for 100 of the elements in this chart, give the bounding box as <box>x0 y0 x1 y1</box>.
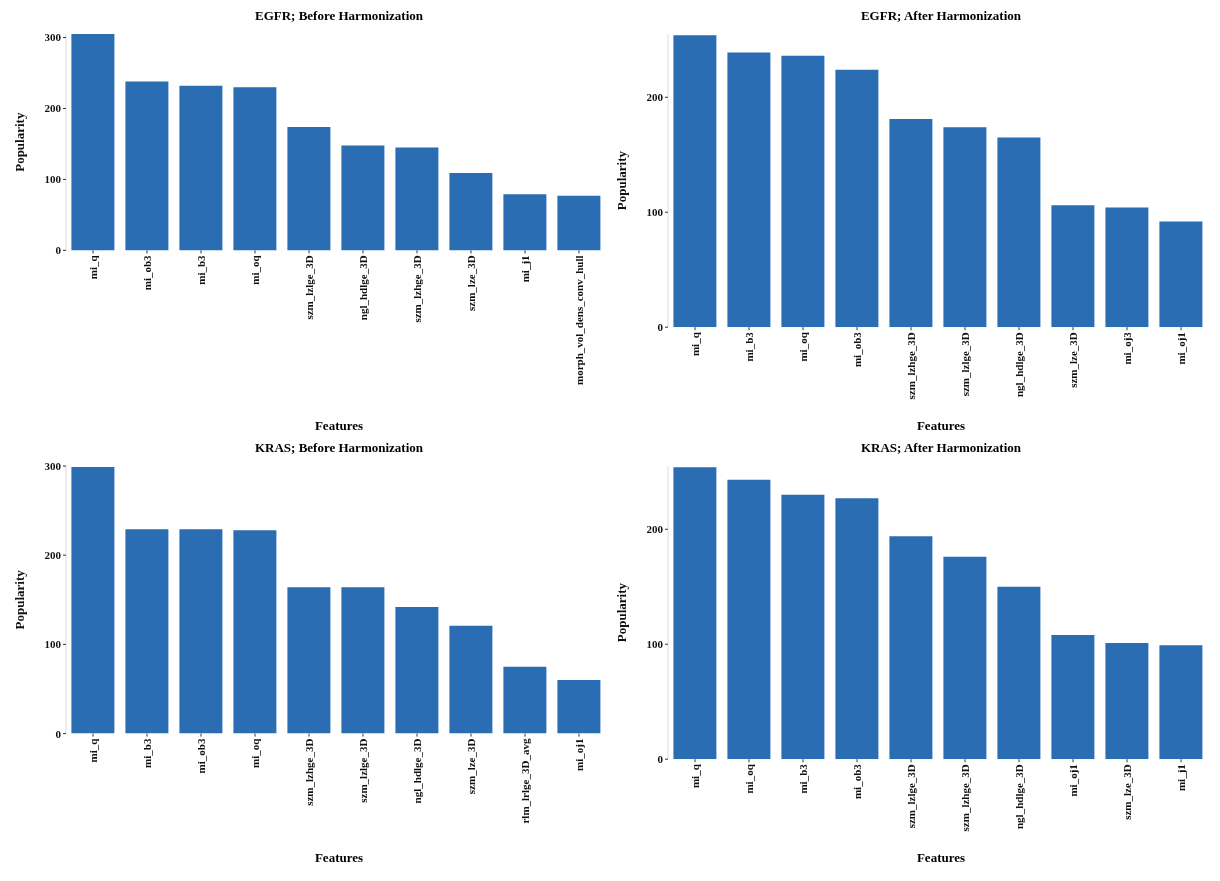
bar <box>233 530 277 734</box>
x-tick-label: mi_b3 <box>140 738 153 768</box>
bar <box>781 55 825 328</box>
x-tick-label: mi_oj1 <box>572 738 585 771</box>
bar <box>287 126 331 251</box>
bar <box>1159 645 1203 760</box>
x-tick-label: mi_ob3 <box>194 738 207 774</box>
bar <box>395 606 439 734</box>
bar <box>125 81 169 251</box>
bar <box>997 586 1041 760</box>
x-tick-label: ngl_hdlge_3D <box>410 738 423 804</box>
bar <box>727 479 771 760</box>
y-tick-label: 100 <box>44 173 62 186</box>
chart-title: EGFR; Before Harmonization <box>254 8 424 25</box>
x-tick-label: morph_vol_dens_conv_hull <box>572 255 585 385</box>
x-tick-label: mi_q <box>688 763 701 789</box>
bar <box>1105 207 1149 328</box>
chart-title: KRAS; Before Harmonization <box>254 440 424 457</box>
bar <box>449 173 493 251</box>
y-tick-label: 200 <box>44 549 62 562</box>
bar <box>673 35 717 328</box>
y-tick-label: 200 <box>646 523 664 536</box>
bar <box>835 498 879 760</box>
x-tick-label: szm_lzhge_3D <box>410 255 423 323</box>
x-tick-label: ngl_hdlge_3D <box>1012 764 1025 829</box>
y-tick-label: 0 <box>55 244 62 257</box>
bar <box>835 69 879 328</box>
x-tick-label: mi_oj1 <box>1174 332 1187 365</box>
x-tick-label: mi_q <box>86 254 99 280</box>
x-tick-label: szm_lze_3D <box>464 255 477 311</box>
bar <box>889 119 933 328</box>
bar <box>125 529 169 734</box>
x-tick-label: mi_b3 <box>796 763 809 794</box>
y-tick-label: 100 <box>44 638 62 651</box>
x-tick-label: mi_oq <box>248 737 261 768</box>
bar <box>943 127 987 328</box>
x-tick-label: mi_b3 <box>742 331 755 362</box>
x-tick-label: mi_oj1 <box>1066 764 1079 797</box>
x-tick-label: mi_ob3 <box>140 254 153 291</box>
x-tick-label: szm_lzlge_3D <box>958 332 971 397</box>
y-axis-title: Popularity <box>11 112 27 172</box>
x-tick-label: szm_lzlge_3D <box>356 738 369 803</box>
bar <box>943 556 987 760</box>
x-axis-title: Features <box>915 850 967 866</box>
bar <box>341 145 385 251</box>
bar <box>1051 635 1095 760</box>
x-tick-label: mi_oq <box>742 763 755 794</box>
x-tick-label: mi_j1 <box>1174 764 1187 792</box>
bar <box>233 87 277 251</box>
x-tick-label: szm_lzlge_3D <box>302 255 315 320</box>
x-tick-label: szm_lzlge_3D <box>904 764 917 829</box>
y-tick-label: 0 <box>657 753 664 766</box>
bar <box>557 195 601 251</box>
y-tick-label: 300 <box>44 31 62 44</box>
x-tick-label: ngl_hdlge_3D <box>1012 332 1025 397</box>
chart-title: EGFR; After Harmonization <box>859 8 1023 25</box>
y-axis-title: Popularity <box>613 582 629 643</box>
x-tick-label: ngl_hdlge_3D <box>356 255 369 321</box>
x-tick-label: mi_q <box>86 737 99 763</box>
bar <box>71 466 115 734</box>
y-tick-label: 300 <box>44 459 62 472</box>
x-tick-label: szm_lze_3D <box>1066 332 1079 388</box>
bar <box>503 194 547 251</box>
bar <box>727 52 771 328</box>
y-tick-label: 100 <box>646 206 664 219</box>
bar <box>889 536 933 760</box>
chart-title: KRAS; After Harmonization <box>859 440 1023 457</box>
bar <box>997 137 1041 328</box>
bar <box>503 666 547 734</box>
bar <box>1159 221 1203 328</box>
x-tick-label: mi_oq <box>248 254 261 285</box>
x-tick-label: mi_oj3 <box>1120 331 1133 365</box>
y-tick-label: 200 <box>44 102 62 115</box>
bar <box>179 529 223 734</box>
y-axis-title: Popularity <box>613 150 629 211</box>
bar <box>781 494 825 760</box>
y-tick-label: 200 <box>646 91 664 104</box>
bar <box>557 680 601 734</box>
x-tick-label: rlm_lrlge_3D_avg <box>518 738 531 824</box>
x-tick-label: szm_lzhge_3D <box>904 332 917 400</box>
bar <box>395 147 439 251</box>
bar <box>449 625 493 734</box>
x-tick-label: mi_ob3 <box>850 763 863 800</box>
x-tick-label: szm_lze_3D <box>464 738 477 795</box>
x-axis-title: Features <box>313 850 365 866</box>
bar <box>287 587 331 734</box>
bar <box>341 587 385 734</box>
y-tick-label: 0 <box>657 321 664 334</box>
y-axis-title: Popularity <box>11 569 27 630</box>
x-tick-label: szm_lze_3D <box>1120 764 1133 820</box>
x-tick-label: mi_b3 <box>194 254 207 285</box>
x-tick-label: mi_j1 <box>518 255 531 283</box>
x-tick-label: szm_lzhge_3D <box>302 738 315 806</box>
bar <box>1105 643 1149 760</box>
bar <box>179 85 223 251</box>
x-tick-label: mi_q <box>688 331 701 357</box>
bar <box>673 467 717 760</box>
x-tick-label: mi_oq <box>796 331 809 362</box>
x-axis-title: Features <box>915 418 967 434</box>
bar <box>1051 205 1095 328</box>
